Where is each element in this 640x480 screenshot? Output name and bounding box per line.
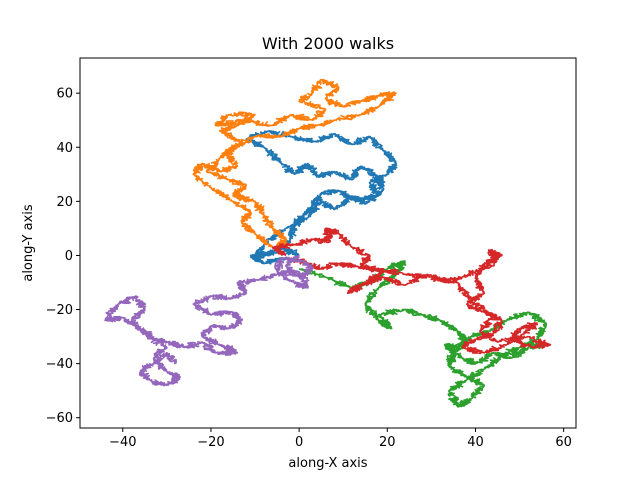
x-tick-label: 0 xyxy=(295,435,303,450)
y-tick-label: 40 xyxy=(56,141,73,156)
x-axis: −40 −20 0 20 40 60 xyxy=(109,428,572,450)
x-axis-label: along-X axis xyxy=(288,456,367,471)
y-tick-label: −20 xyxy=(46,303,73,318)
y-axis: −60 −40 −20 0 20 40 60 xyxy=(46,87,80,426)
x-tick-label: 60 xyxy=(555,435,572,450)
random-walk-line-5 xyxy=(104,255,314,387)
series-layer xyxy=(104,78,552,408)
y-tick-label: 0 xyxy=(65,249,73,264)
plot-frame xyxy=(79,57,577,429)
x-tick-label: 20 xyxy=(379,435,396,450)
x-tick-label: 40 xyxy=(467,435,484,450)
random-walk-line-4 xyxy=(271,227,552,355)
random-walk-line-3 xyxy=(299,260,548,408)
chart-title: With 2000 walks xyxy=(262,34,394,53)
x-tick-label: −20 xyxy=(197,435,224,450)
random-walk-line-2 xyxy=(192,78,397,248)
y-tick-label: 60 xyxy=(56,87,73,102)
plot-area xyxy=(79,57,577,429)
x-tick-label: −40 xyxy=(109,435,136,450)
y-tick-label: −40 xyxy=(46,357,73,372)
random-walk-line-1 xyxy=(245,130,398,265)
y-tick-label: 20 xyxy=(56,195,73,210)
y-axis-label: along-Y axis xyxy=(21,204,36,282)
y-tick-label: −60 xyxy=(46,411,73,426)
